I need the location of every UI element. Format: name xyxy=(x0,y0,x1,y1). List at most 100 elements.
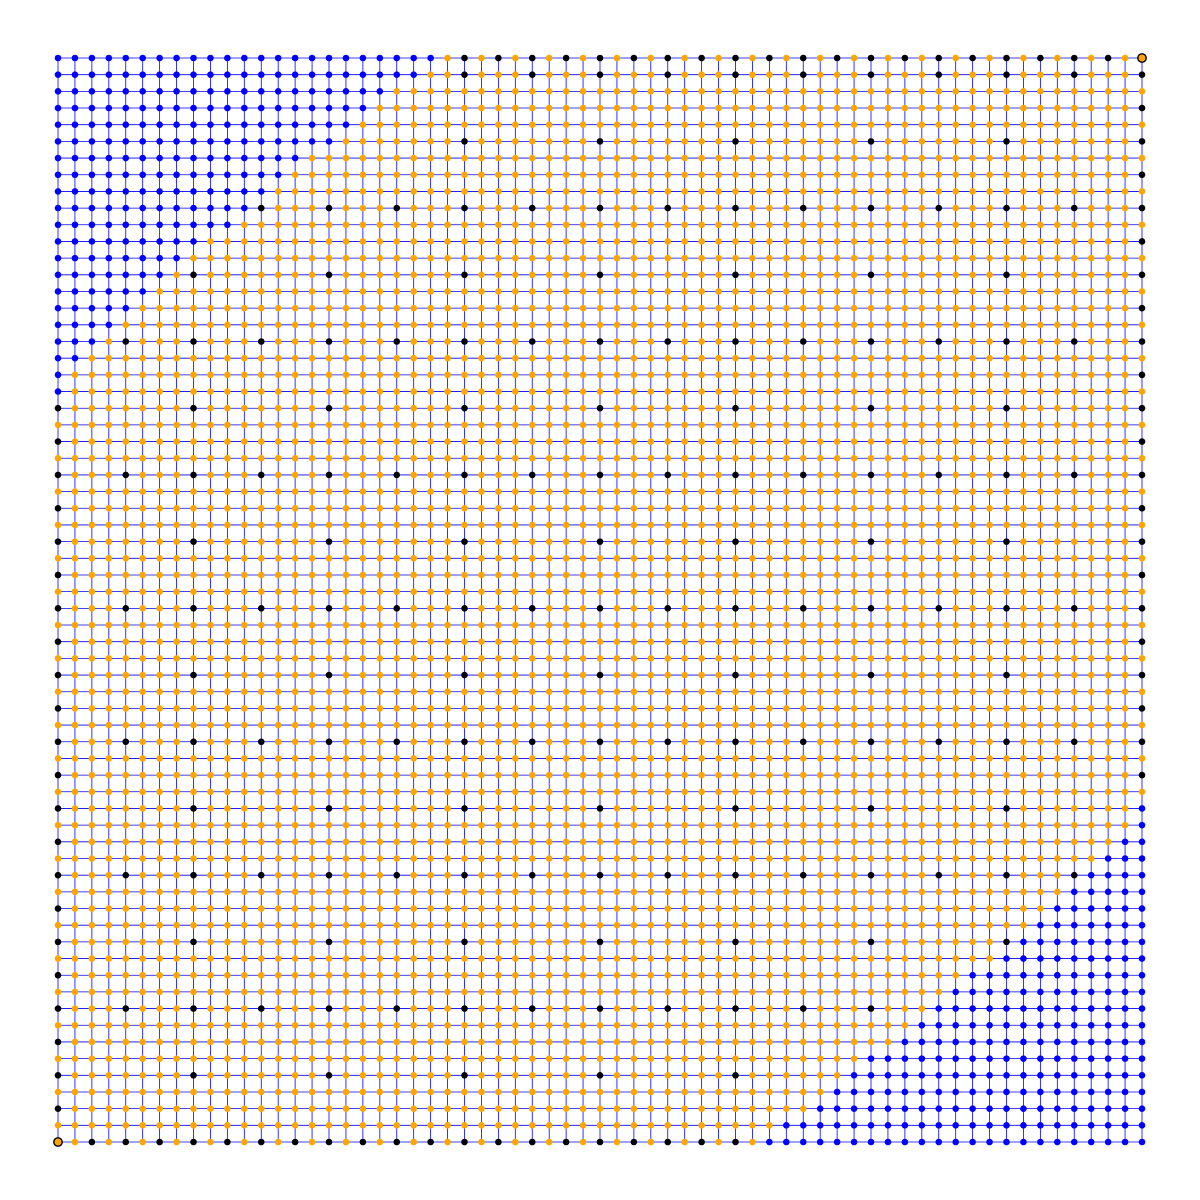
region-node xyxy=(1087,1088,1095,1096)
grid-node xyxy=(1070,621,1078,629)
landmark-node xyxy=(935,871,943,879)
region-node xyxy=(1104,1105,1112,1112)
landmark-node xyxy=(867,204,875,212)
region-node xyxy=(122,304,130,312)
grid-node xyxy=(681,638,688,645)
grid-node xyxy=(224,1088,231,1096)
grid-node xyxy=(816,971,824,979)
grid-node xyxy=(512,905,519,912)
grid-node xyxy=(715,104,722,112)
grid-node xyxy=(816,555,824,562)
grid-node xyxy=(647,121,655,129)
grid-node xyxy=(495,1021,502,1029)
grid-node xyxy=(444,504,451,512)
grid-node xyxy=(410,121,417,129)
grid-node xyxy=(207,588,214,595)
grid-node xyxy=(884,638,892,645)
grid-node xyxy=(274,871,282,879)
region-node xyxy=(1121,888,1129,896)
grid-node xyxy=(681,821,688,829)
grid-node xyxy=(732,171,739,179)
region-node xyxy=(901,1088,909,1096)
grid-node xyxy=(833,171,841,179)
grid-node xyxy=(681,238,688,245)
grid-node xyxy=(766,321,773,329)
grid-node xyxy=(562,605,570,612)
grid-node xyxy=(969,454,976,462)
grid-node xyxy=(444,821,451,829)
grid-node xyxy=(1104,471,1112,479)
grid-node xyxy=(444,1071,451,1079)
grid-node xyxy=(105,538,113,545)
grid-node xyxy=(274,971,282,979)
grid-node xyxy=(918,71,926,78)
grid-node xyxy=(291,1088,299,1096)
grid-node xyxy=(410,1055,417,1062)
region-node xyxy=(139,121,146,129)
region-node xyxy=(122,188,130,195)
grid-node xyxy=(444,705,451,712)
grid-node xyxy=(444,454,451,462)
grid-node xyxy=(952,54,959,62)
region-node xyxy=(224,221,231,229)
grid-node xyxy=(393,154,401,162)
grid-node xyxy=(935,421,943,429)
grid-node xyxy=(444,721,451,729)
grid-node xyxy=(342,204,350,212)
grid-node xyxy=(545,71,553,78)
landmark-node xyxy=(732,54,739,62)
grid-node xyxy=(952,571,959,579)
grid-node xyxy=(918,988,926,996)
grid-node xyxy=(867,655,875,662)
grid-node xyxy=(495,605,502,612)
grid-node xyxy=(952,321,959,329)
grid-node xyxy=(545,571,553,579)
grid-node xyxy=(410,238,417,245)
grid-node xyxy=(613,1005,621,1012)
grid-node xyxy=(291,338,299,345)
grid-node xyxy=(359,504,367,512)
grid-node xyxy=(274,188,282,195)
grid-node xyxy=(952,388,959,395)
grid-node xyxy=(528,238,536,245)
grid-node xyxy=(291,555,299,562)
grid-node xyxy=(935,154,943,162)
landmark-node xyxy=(867,938,875,946)
grid-node xyxy=(935,88,943,95)
grid-node xyxy=(952,71,959,78)
grid-node xyxy=(1087,188,1095,195)
grid-node xyxy=(630,1005,638,1012)
landmark-node xyxy=(1070,605,1078,612)
grid-node xyxy=(613,671,621,679)
grid-node xyxy=(478,204,485,212)
grid-node xyxy=(478,1005,485,1012)
grid-node xyxy=(630,1071,638,1079)
grid-node xyxy=(1087,388,1095,395)
grid-node xyxy=(1020,671,1027,679)
grid-node xyxy=(986,204,993,212)
grid-node xyxy=(461,88,468,95)
grid-node xyxy=(122,655,130,662)
region-node xyxy=(105,138,113,145)
grid-node xyxy=(410,1122,417,1129)
grid-node xyxy=(1037,738,1044,746)
grid-node xyxy=(393,1105,401,1112)
grid-node xyxy=(783,938,790,946)
grid-node xyxy=(935,838,943,846)
grid-node xyxy=(427,621,434,629)
grid-node xyxy=(918,188,926,195)
landmark-node xyxy=(325,805,333,812)
grid-node xyxy=(698,905,705,912)
grid-node xyxy=(1003,788,1010,796)
grid-node xyxy=(427,71,434,78)
grid-node xyxy=(528,788,536,796)
grid-node xyxy=(257,388,265,395)
region-node xyxy=(156,88,163,95)
grid-node xyxy=(681,154,688,162)
grid-node xyxy=(1087,805,1095,812)
grid-node xyxy=(410,805,417,812)
grid-node xyxy=(664,1021,672,1029)
region-node xyxy=(105,271,113,279)
grid-node xyxy=(1104,605,1112,612)
